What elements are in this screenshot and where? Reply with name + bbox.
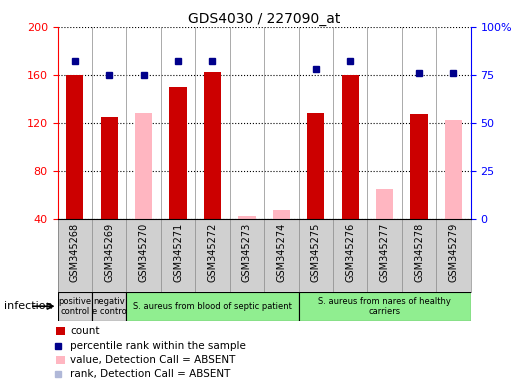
Bar [127, 292, 299, 321]
Text: GSM345279: GSM345279 [449, 223, 459, 282]
Bar [445, 121, 462, 219]
Bar [411, 114, 428, 219]
Bar [272, 210, 290, 219]
Text: GSM345274: GSM345274 [276, 223, 286, 282]
Text: GSM345272: GSM345272 [208, 223, 218, 282]
Bar [169, 87, 187, 219]
Text: positive
control: positive control [58, 296, 92, 316]
Bar [66, 75, 83, 219]
Text: GSM345268: GSM345268 [70, 223, 79, 281]
Bar [55, 327, 65, 335]
Bar [55, 356, 65, 364]
Text: S. aureus from blood of septic patient: S. aureus from blood of septic patient [133, 302, 292, 311]
Text: GSM345271: GSM345271 [173, 223, 183, 282]
Bar [100, 117, 118, 219]
Text: percentile rank within the sample: percentile rank within the sample [71, 341, 246, 351]
Text: GSM345278: GSM345278 [414, 223, 424, 282]
Text: GSM345273: GSM345273 [242, 223, 252, 282]
Text: S. aureus from nares of healthy
carriers: S. aureus from nares of healthy carriers [318, 296, 451, 316]
Text: value, Detection Call = ABSENT: value, Detection Call = ABSENT [71, 355, 236, 365]
Text: GSM345275: GSM345275 [311, 223, 321, 282]
Bar [204, 73, 221, 219]
Bar [299, 292, 471, 321]
Text: infection: infection [4, 301, 52, 311]
Text: rank, Detection Call = ABSENT: rank, Detection Call = ABSENT [71, 369, 231, 379]
Text: GSM345270: GSM345270 [139, 223, 149, 282]
Text: count: count [71, 326, 100, 336]
Text: GSM345277: GSM345277 [380, 223, 390, 282]
Bar [307, 113, 324, 219]
Text: negativ
e contro: negativ e contro [92, 296, 127, 316]
Bar [58, 292, 92, 321]
Bar [342, 75, 359, 219]
Bar [238, 217, 256, 219]
Bar [92, 292, 127, 321]
Text: GSM345276: GSM345276 [345, 223, 355, 282]
Title: GDS4030 / 227090_at: GDS4030 / 227090_at [188, 12, 340, 26]
Text: GSM345269: GSM345269 [104, 223, 114, 281]
Bar [376, 189, 393, 219]
Bar [135, 113, 152, 219]
